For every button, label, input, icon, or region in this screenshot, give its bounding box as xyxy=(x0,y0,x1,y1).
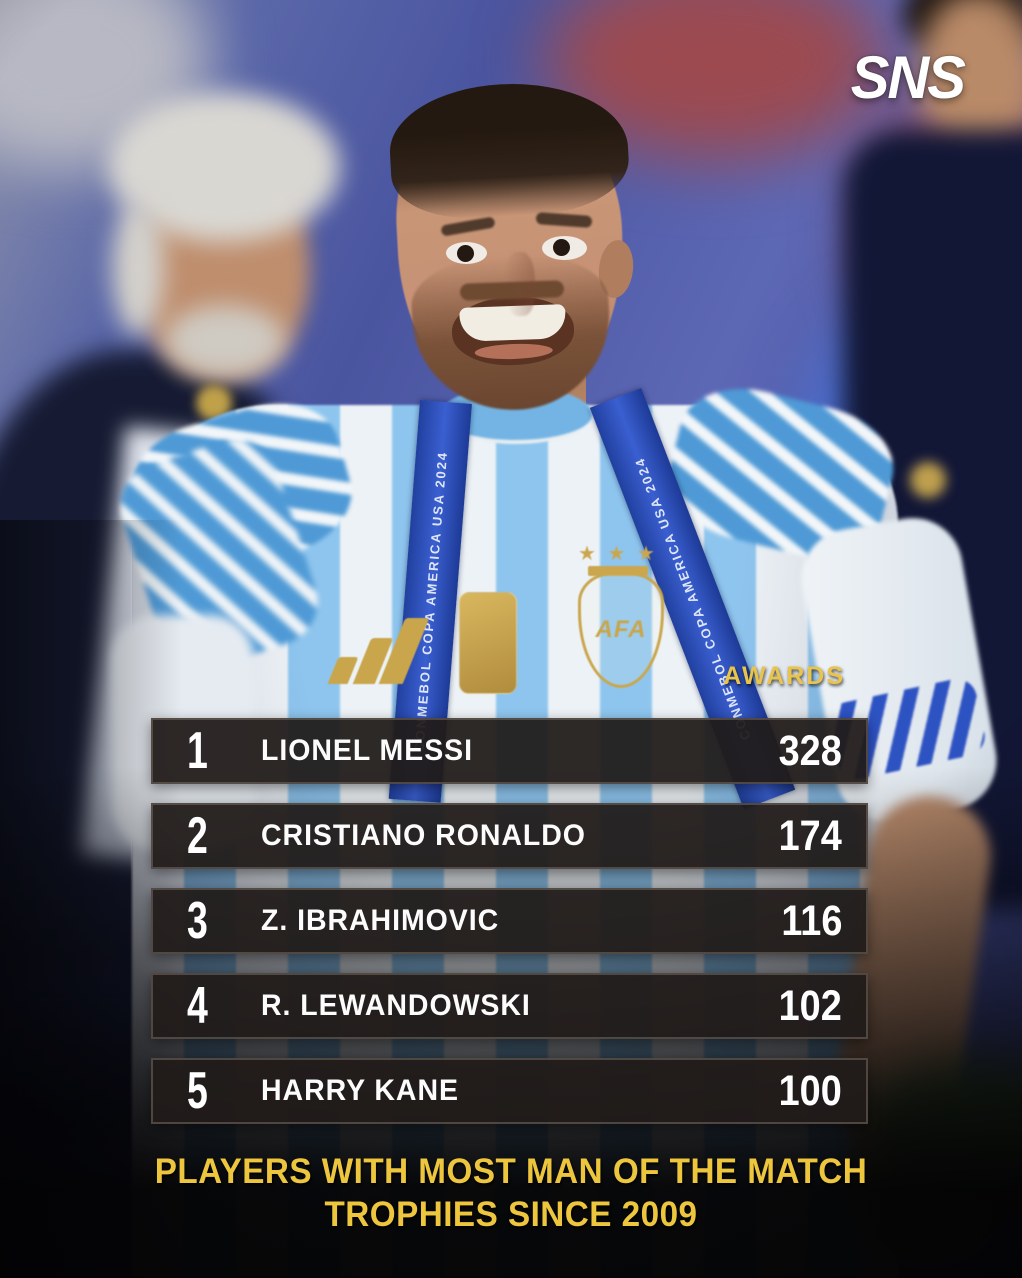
player-name: CRISTIANO RONALDO xyxy=(261,819,586,852)
player-name: Z. IBRAHIMOVIC xyxy=(261,904,500,937)
rank-number: 2 xyxy=(186,807,208,865)
player-name: HARRY KANE xyxy=(261,1074,459,1107)
rank-number: 5 xyxy=(186,1062,208,1120)
leaderboard-row: 5 HARRY KANE 100 xyxy=(151,1058,868,1124)
caption: PLAYERS WITH MOST MAN OF THE MATCH TROPH… xyxy=(0,1150,1022,1236)
rank-number: 4 xyxy=(186,977,208,1035)
rank-number: 3 xyxy=(186,892,208,950)
awards-value: 116 xyxy=(780,896,842,945)
player-name: LIONEL MESSI xyxy=(261,734,473,767)
leaderboard-row: 1 LIONEL MESSI 328 xyxy=(151,718,868,784)
player-name: R. LEWANDOWSKI xyxy=(261,989,531,1022)
caption-line-2: TROPHIES SINCE 2009 xyxy=(324,1195,698,1234)
leaderboard-row: 2 CRISTIANO RONALDO 174 xyxy=(151,803,868,869)
caption-line-1: PLAYERS WITH MOST MAN OF THE MATCH xyxy=(154,1152,868,1191)
awards-value: 100 xyxy=(778,1066,842,1115)
awards-column-header: AWARDS xyxy=(723,662,845,690)
awards-value: 328 xyxy=(778,726,842,775)
rank-number: 1 xyxy=(186,722,208,780)
awards-value: 102 xyxy=(778,981,842,1030)
leaderboard-row: 3 Z. IBRAHIMOVIC 116 xyxy=(151,888,868,954)
awards-value: 174 xyxy=(778,811,842,860)
leaderboard-row: 4 R. LEWANDOWSKI 102 xyxy=(151,973,868,1039)
sns-logo: SNS xyxy=(850,43,966,112)
